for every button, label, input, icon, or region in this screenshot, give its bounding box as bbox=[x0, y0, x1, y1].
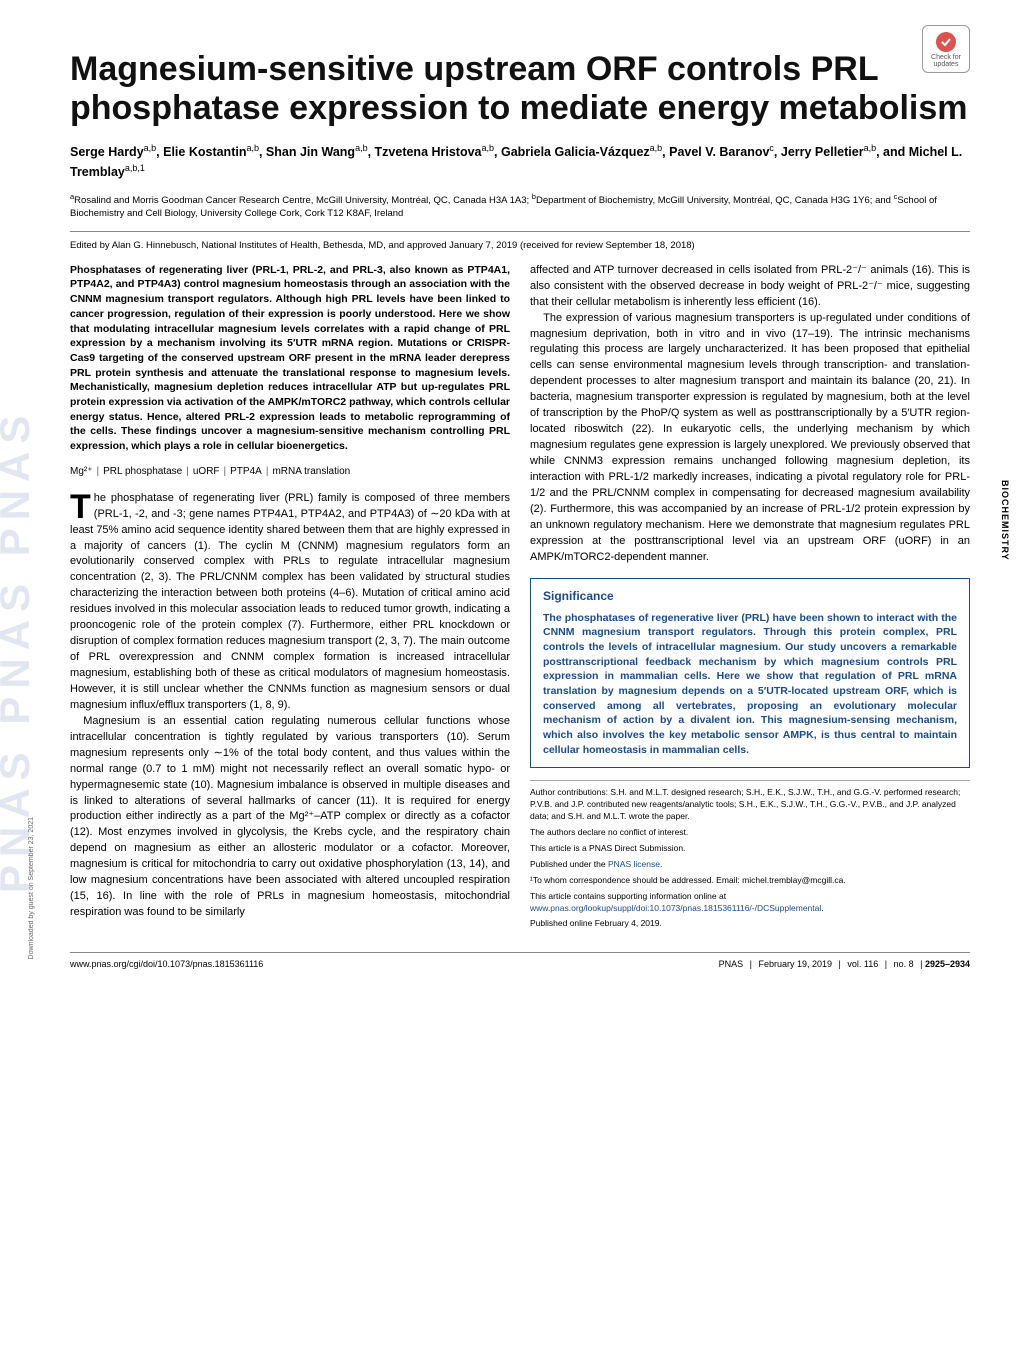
supporting-info: This article contains supporting informa… bbox=[530, 891, 970, 915]
check-updates-badge[interactable]: Check for updates bbox=[922, 25, 970, 73]
left-column: Phosphatases of regenerating liver (PRL-… bbox=[70, 263, 510, 935]
author-contributions: Author contributions: S.H. and M.L.T. de… bbox=[530, 787, 970, 823]
dropcap: T bbox=[70, 491, 94, 522]
footer-volume: vol. 116 bbox=[847, 959, 878, 969]
body-p3: affected and ATP turnover decreased in c… bbox=[530, 263, 970, 311]
keyword: mRNA translation bbox=[272, 466, 350, 477]
author-list: Serge Hardya,b, Elie Kostantina,b, Shan … bbox=[70, 142, 970, 182]
footer-date: February 19, 2019 bbox=[758, 959, 832, 969]
category-side-label: BIOCHEMISTRY bbox=[1000, 480, 1010, 561]
pnas-watermark: PNAS PNAS PNAS bbox=[0, 100, 40, 1200]
license-prefix: Published under the bbox=[530, 859, 608, 869]
two-column-layout: Phosphatases of regenerating liver (PRL-… bbox=[70, 263, 970, 935]
direct-submission: This article is a PNAS Direct Submission… bbox=[530, 843, 970, 855]
article-title: Magnesium-sensitive upstream ORF control… bbox=[70, 50, 970, 128]
footer-pages: 2925–2934 bbox=[925, 959, 970, 969]
significance-heading: Significance bbox=[543, 589, 957, 603]
keyword: uORF bbox=[193, 466, 220, 477]
body-p1: he phosphatase of regenerating liver (PR… bbox=[70, 492, 510, 711]
body-p2: Magnesium is an essential cation regulat… bbox=[70, 714, 510, 921]
keyword: PTP4A bbox=[230, 466, 262, 477]
significance-box: Significance The phosphatases of regener… bbox=[530, 578, 970, 769]
footer-doi: www.pnas.org/cgi/doi/10.1073/pnas.181536… bbox=[70, 959, 263, 969]
footer-journal: PNAS bbox=[719, 959, 744, 969]
correspondence: ¹To whom correspondence should be addres… bbox=[530, 875, 970, 887]
keyword: Mg²⁺ bbox=[70, 466, 93, 477]
edited-by-line: Edited by Alan G. Hinnebusch, National I… bbox=[70, 231, 970, 251]
footnotes: Author contributions: S.H. and M.L.T. de… bbox=[530, 780, 970, 930]
conflict-statement: The authors declare no conflict of inter… bbox=[530, 827, 970, 839]
check-updates-label: Check for updates bbox=[923, 54, 969, 68]
significance-text: The phosphatases of regenerative liver (… bbox=[543, 611, 957, 758]
supporting-suffix: . bbox=[821, 903, 823, 913]
body-p4: The expression of various magnesium tran… bbox=[530, 311, 970, 566]
check-updates-icon bbox=[934, 30, 958, 54]
license-line: Published under the PNAS license. bbox=[530, 859, 970, 871]
supporting-link[interactable]: www.pnas.org/lookup/suppl/doi:10.1073/pn… bbox=[530, 903, 821, 913]
keyword: PRL phosphatase bbox=[103, 466, 182, 477]
download-note: Downloaded by guest on September 23, 202… bbox=[28, 817, 35, 959]
footer-citation: PNAS | February 19, 2019 | vol. 116 | no… bbox=[715, 959, 970, 969]
body-text-right: affected and ATP turnover decreased in c… bbox=[530, 263, 970, 566]
keywords-line: Mg²⁺|PRL phosphatase|uORF|PTP4A|mRNA tra… bbox=[70, 466, 510, 477]
body-text-left: The phosphatase of regenerating liver (P… bbox=[70, 491, 510, 921]
affiliations: aRosalind and Morris Goodman Cancer Rese… bbox=[70, 192, 970, 221]
pnas-license-link[interactable]: PNAS license bbox=[608, 859, 660, 869]
page-footer: www.pnas.org/cgi/doi/10.1073/pnas.181536… bbox=[70, 952, 970, 969]
supporting-prefix: This article contains supporting informa… bbox=[530, 891, 726, 901]
published-online: Published online February 4, 2019. bbox=[530, 918, 970, 930]
footer-issue: no. 8 bbox=[894, 959, 914, 969]
abstract: Phosphatases of regenerating liver (PRL-… bbox=[70, 263, 510, 454]
license-suffix: . bbox=[660, 859, 662, 869]
right-column: affected and ATP turnover decreased in c… bbox=[530, 263, 970, 935]
